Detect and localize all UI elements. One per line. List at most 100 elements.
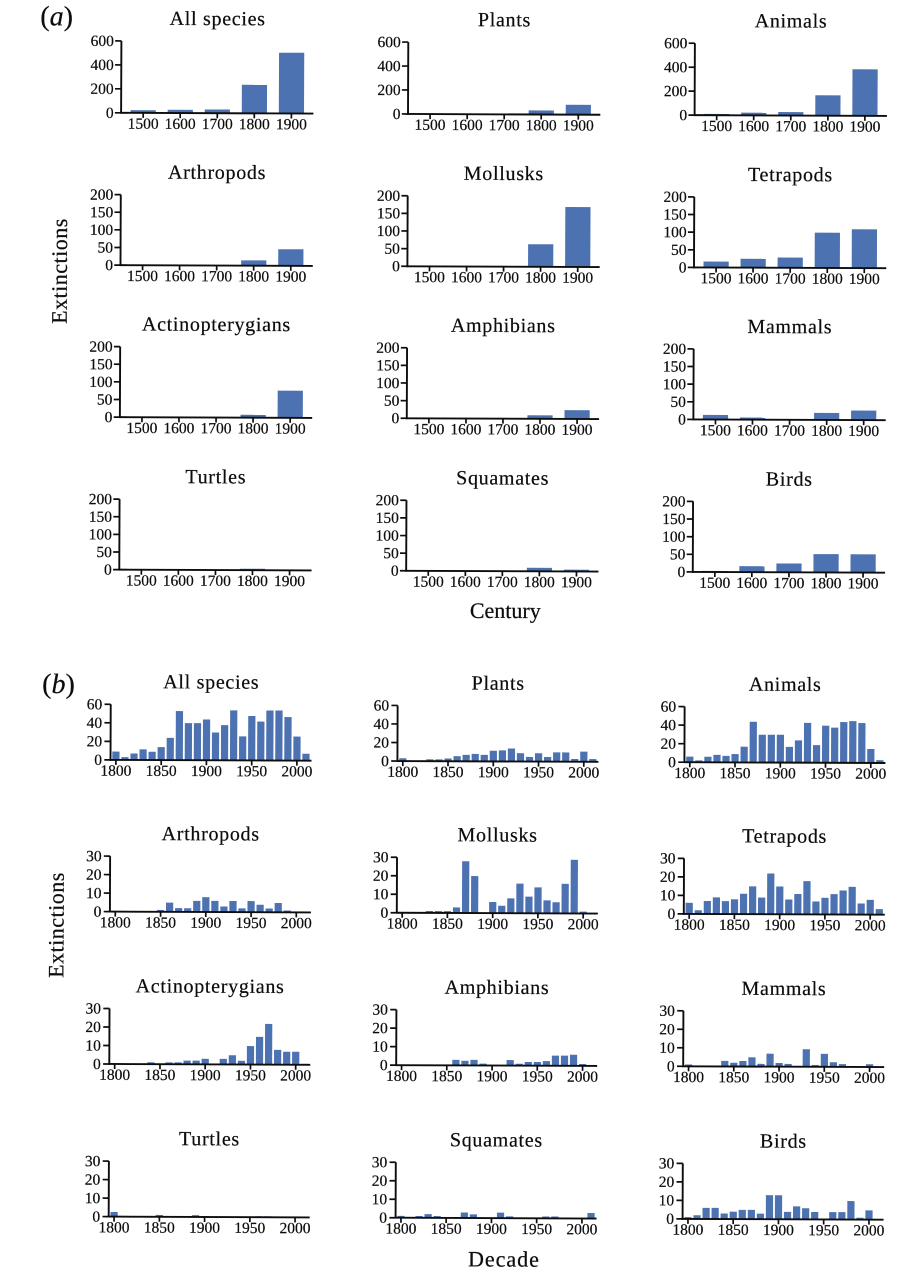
svg-text:Amphibians: Amphibians	[445, 977, 550, 999]
svg-text:1800: 1800	[386, 1068, 417, 1085]
svg-text:60: 60	[374, 697, 390, 714]
svg-text:1800: 1800	[100, 914, 131, 931]
svg-text:0: 0	[104, 562, 112, 579]
svg-text:200: 200	[90, 81, 114, 98]
svg-text:200: 200	[376, 492, 400, 509]
svg-text:1950: 1950	[808, 1222, 839, 1239]
svg-text:2000: 2000	[281, 763, 312, 780]
svg-text:1600: 1600	[163, 420, 194, 437]
svg-text:1900: 1900	[562, 422, 593, 439]
svg-text:20: 20	[373, 735, 389, 752]
svg-text:1950: 1950	[809, 1070, 840, 1087]
svg-text:50: 50	[670, 394, 686, 411]
svg-text:60: 60	[87, 696, 103, 713]
svg-text:0: 0	[677, 564, 685, 581]
svg-text:20: 20	[660, 869, 676, 886]
svg-text:Mammals: Mammals	[747, 316, 832, 338]
svg-text:1600: 1600	[165, 116, 196, 133]
svg-text:10: 10	[660, 887, 676, 904]
svg-text:0: 0	[106, 105, 114, 122]
svg-text:10: 10	[373, 886, 389, 903]
svg-text:150: 150	[90, 204, 114, 221]
svg-text:1850: 1850	[144, 1067, 175, 1084]
svg-text:1900: 1900	[476, 1221, 507, 1238]
svg-text:0: 0	[392, 258, 400, 275]
svg-text:2000: 2000	[855, 766, 886, 783]
svg-text:50: 50	[670, 546, 686, 563]
svg-text:60: 60	[661, 699, 677, 716]
svg-text:1800: 1800	[98, 1219, 129, 1236]
svg-text:1800: 1800	[811, 423, 842, 440]
svg-text:Birds: Birds	[766, 469, 813, 491]
svg-text:200: 200	[663, 189, 687, 206]
svg-text:30: 30	[660, 850, 676, 867]
svg-text:1850: 1850	[432, 916, 463, 933]
svg-text:1900: 1900	[562, 270, 593, 287]
svg-text:150: 150	[89, 509, 113, 526]
svg-text:Mollusks: Mollusks	[464, 163, 544, 185]
svg-text:1850: 1850	[719, 917, 750, 934]
svg-text:200: 200	[377, 82, 401, 99]
svg-text:1800: 1800	[673, 1069, 704, 1086]
svg-text:40: 40	[661, 717, 677, 734]
svg-text:1600: 1600	[738, 118, 769, 135]
svg-text:200: 200	[89, 339, 113, 356]
svg-text:30: 30	[659, 1003, 675, 1020]
svg-text:1900: 1900	[274, 573, 305, 590]
svg-text:Arthropods: Arthropods	[168, 162, 266, 184]
svg-text:1800: 1800	[672, 1222, 703, 1239]
svg-text:1900: 1900	[763, 1222, 794, 1239]
svg-text:1700: 1700	[487, 421, 518, 438]
svg-text:1500: 1500	[413, 421, 444, 438]
svg-text:0: 0	[393, 106, 401, 123]
svg-text:20: 20	[372, 1173, 388, 1190]
svg-text:50: 50	[96, 544, 112, 561]
svg-text:0: 0	[105, 409, 113, 426]
svg-text:1950: 1950	[522, 1068, 553, 1085]
svg-text:10: 10	[659, 1040, 675, 1057]
svg-text:1950: 1950	[522, 916, 553, 933]
svg-text:1700: 1700	[487, 574, 518, 591]
svg-text:200: 200	[90, 187, 114, 204]
svg-text:Tetrapods: Tetrapods	[748, 164, 833, 186]
svg-text:100: 100	[663, 376, 687, 393]
svg-text:100: 100	[662, 529, 686, 546]
svg-text:600: 600	[664, 35, 688, 52]
svg-text:50: 50	[97, 392, 113, 409]
svg-text:Extinctions: Extinctions	[47, 218, 72, 324]
svg-text:1800: 1800	[525, 270, 556, 287]
svg-text:1950: 1950	[236, 915, 267, 932]
svg-text:2000: 2000	[853, 1222, 884, 1239]
svg-text:1600: 1600	[450, 421, 481, 438]
svg-text:20: 20	[659, 1021, 675, 1038]
svg-text:0: 0	[678, 411, 686, 428]
svg-text:2000: 2000	[279, 1220, 310, 1237]
svg-text:1900: 1900	[189, 1220, 220, 1237]
svg-text:1900: 1900	[276, 116, 307, 133]
svg-text:1900: 1900	[765, 765, 796, 782]
svg-text:1500: 1500	[128, 116, 159, 133]
svg-text:1600: 1600	[738, 270, 769, 287]
svg-text:2000: 2000	[280, 1067, 311, 1084]
svg-text:1700: 1700	[775, 118, 806, 135]
svg-text:1950: 1950	[810, 765, 841, 782]
svg-text:1500: 1500	[415, 117, 446, 134]
svg-text:100: 100	[89, 526, 113, 543]
svg-text:1700: 1700	[201, 268, 232, 285]
svg-text:50: 50	[671, 242, 687, 259]
svg-text:400: 400	[664, 59, 688, 76]
svg-text:1500: 1500	[699, 575, 730, 592]
svg-text:1500: 1500	[701, 118, 732, 135]
svg-text:1900: 1900	[563, 117, 594, 134]
svg-text:1900: 1900	[275, 269, 306, 286]
svg-text:0: 0	[391, 410, 399, 427]
svg-text:2000: 2000	[566, 1221, 597, 1238]
svg-text:1950: 1950	[235, 1067, 266, 1084]
svg-text:30: 30	[373, 849, 389, 866]
svg-text:150: 150	[377, 205, 401, 222]
svg-text:1850: 1850	[146, 763, 177, 780]
svg-text:1600: 1600	[450, 574, 481, 591]
svg-text:2000: 2000	[854, 1070, 885, 1087]
svg-text:1600: 1600	[163, 573, 194, 590]
svg-text:1900: 1900	[849, 271, 880, 288]
